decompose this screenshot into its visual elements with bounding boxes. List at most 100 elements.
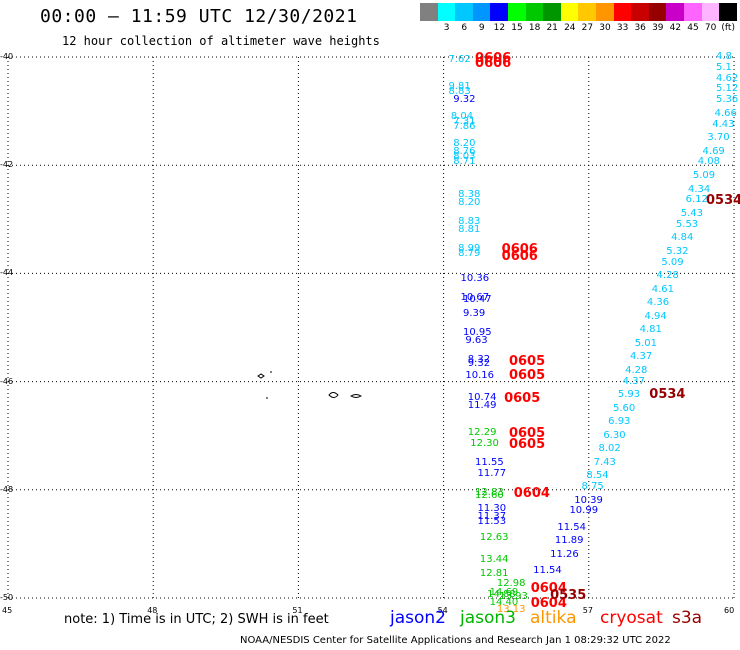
legend-label: 36: [634, 23, 646, 33]
legend-label: 21: [546, 23, 558, 33]
swh-value: 8.79: [458, 248, 481, 260]
pass-time-label: 0605: [508, 425, 546, 441]
pass-time-label: 0606: [501, 249, 538, 265]
legend-swatch: [578, 3, 597, 21]
swh-value: 13.13: [496, 603, 526, 615]
swh-value: 7.43: [593, 456, 616, 468]
swh-value: 8.20: [458, 197, 481, 209]
swh-value: 11.26: [550, 548, 579, 560]
legend-swatch: [543, 3, 562, 21]
swh-value: 5.09: [692, 170, 716, 182]
swh-value: 9.32: [467, 358, 491, 370]
lon-tick-label: 51: [292, 606, 303, 615]
legend-swatch: [648, 3, 667, 21]
swh-value: 5.12: [716, 83, 739, 95]
swh-value: 12.60: [475, 490, 504, 502]
legend-label: 15: [511, 23, 523, 33]
lat-tick-label: -50: [0, 593, 14, 602]
legend-swatch: [508, 3, 526, 21]
pass-time-label: 0604: [530, 581, 567, 597]
swh-value: 13.44: [479, 554, 509, 566]
swh-value: 11.54: [533, 564, 562, 576]
legend-label: 33: [616, 23, 629, 33]
swh-value: 8.71: [453, 156, 476, 168]
swh-value: 4.28: [625, 364, 648, 376]
swh-value: 10.95: [462, 326, 492, 338]
swh-value: 9.63: [465, 335, 488, 347]
swh-value: 4.66: [714, 107, 737, 119]
swh-value: 8.83: [448, 86, 471, 98]
swh-value: 8.20: [453, 137, 476, 149]
swh-value: 9.39: [462, 307, 486, 319]
swh-value: 4.28: [656, 270, 679, 282]
swh-value: 13.93: [499, 590, 528, 602]
legend-label: 3: [443, 23, 450, 33]
swh-value: 8.54: [586, 470, 609, 482]
swh-value: 5.60: [613, 402, 636, 414]
swh-value: 10.36: [460, 272, 490, 284]
swh-value: 4.43: [712, 118, 735, 130]
chart-subtitle: 12 hour collection of altimeter wave hei…: [62, 34, 380, 48]
swh-value: 4.84: [671, 232, 694, 244]
lon-tick-label: 60: [724, 606, 735, 615]
lat-tick-label: -48: [0, 484, 14, 494]
legend-label: 39: [652, 23, 664, 33]
legend-swatch: [490, 3, 509, 21]
swh-value: 5.36: [716, 94, 739, 106]
swh-value: 5.1: [716, 61, 732, 73]
swh-value: 10.39: [574, 494, 603, 506]
swh-value: 8.32: [467, 353, 491, 365]
swh-value: 6.30: [603, 429, 626, 441]
islands: [257, 371, 362, 399]
legend-swatch: [701, 3, 720, 21]
legend-swatch: [613, 3, 632, 21]
satellite-label-altika: altika: [530, 608, 577, 628]
swh-value: 4.36: [646, 297, 670, 309]
island-crozet-4: [328, 392, 339, 398]
lon-tick-label: 48: [147, 606, 158, 615]
lat-tick-label: -44: [0, 268, 14, 278]
swh-value: 11.89: [554, 535, 584, 547]
pass-time-label: 0535: [550, 588, 587, 604]
legend-swatch: [684, 3, 702, 21]
swh-value: 6.12: [685, 194, 708, 206]
island-crozet-1: [257, 373, 265, 379]
swh-value: 10.99: [569, 505, 599, 517]
lon-tick-label: 54: [437, 606, 448, 615]
swh-value: 11.30: [477, 502, 507, 514]
swh-value: 8.81: [458, 224, 481, 236]
swh-value: 4.34: [688, 183, 711, 195]
swh-value: 5.09: [661, 256, 684, 268]
satellite-label-cryosat: cryosat: [600, 608, 663, 628]
legend-label: (ft): [721, 23, 735, 33]
swh-value: 10.47: [462, 294, 492, 306]
pass-time-label: 0605: [504, 390, 541, 406]
lat-tick-label: -42: [0, 160, 14, 170]
legend-swatch: [719, 3, 738, 21]
swh-value: 8.83: [458, 216, 481, 227]
lat-tick-label: -46: [0, 376, 14, 386]
swh-value: 6.93: [608, 416, 631, 428]
swh-value: 4.61: [651, 283, 674, 295]
swh-value: 12.98: [496, 578, 526, 590]
legend-swatch: [472, 3, 491, 21]
satellite-label-s3a: s3a: [672, 608, 703, 628]
swh-value: 12.30: [470, 437, 499, 449]
legend-label: 12: [493, 23, 506, 33]
swh-value: 4.8: [716, 51, 732, 62]
legend-label: 6: [461, 23, 468, 33]
legend-swatch: [420, 3, 438, 21]
swh-value: 5.93: [617, 389, 641, 401]
legend-swatch: [437, 3, 456, 21]
credit-line: NOAA/NESDIS Center for Satellite Applica…: [240, 635, 671, 646]
satellite-label-jason3: jason3: [460, 608, 516, 628]
swh-value: 11.37: [477, 510, 507, 522]
graticule-grid: [7, 56, 735, 599]
legend-swatch: [631, 3, 650, 21]
swh-value: 8.75: [581, 481, 604, 493]
swh-value: 14.69: [489, 586, 519, 598]
pass-time-label: 0534: [649, 386, 686, 402]
swh-value: 14.40: [489, 597, 519, 609]
legend-swatch: [560, 3, 579, 21]
swh-value: 4.69: [702, 145, 725, 157]
